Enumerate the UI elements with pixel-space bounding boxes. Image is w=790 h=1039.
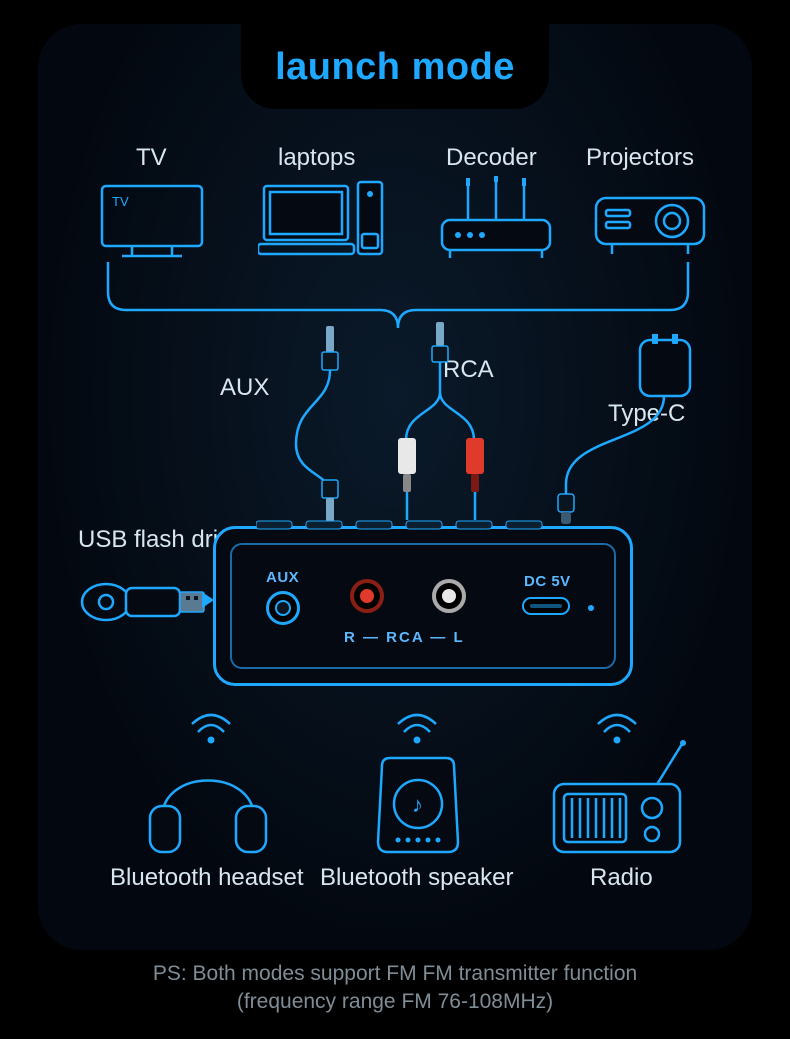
wifi-icon-1 [186,710,236,746]
svg-text:♪: ♪ [412,792,423,817]
rca-cable-icon [378,320,508,528]
laptop-icon [258,180,388,262]
device-aux-port [266,591,300,625]
label-tv: TV [136,144,167,172]
label-aux: AUX [220,374,269,402]
label-projectors: Projectors [586,144,694,172]
footer-note: PS: Both modes support FM FM transmitter… [0,960,790,1017]
label-laptops: laptops [278,144,355,172]
radio-icon [546,736,696,860]
diagram-stage: TV laptops Decoder Projectors TV [38,24,752,950]
headset-icon [138,748,278,858]
main-panel: launch mode TV laptops Decoder Projector… [38,24,752,950]
footer-line2: (frequency range FM 76-108MHz) [0,988,790,1016]
device-rca-l-port [432,579,466,613]
usb-drive-icon [78,574,218,630]
transmitter-device: AUX R — RCA — L DC 5V [213,526,633,686]
wifi-icon-2 [392,710,442,746]
device-usbc-port [522,597,570,615]
device-top-buttons [256,519,576,531]
device-dc-label: DC 5V [524,573,571,590]
device-aux-label: AUX [266,569,299,586]
aux-cable-icon [286,324,376,524]
decoder-icon [436,176,556,262]
label-radio: Radio [590,864,653,892]
label-speaker: Bluetooth speaker [320,864,513,892]
device-rca-label: R — RCA — L [344,629,465,646]
tv-icon: TV [98,182,208,260]
projector-icon [590,188,710,262]
tv-badge-text: TV [112,194,129,209]
label-decoder: Decoder [446,144,537,172]
device-rca-r-port [350,579,384,613]
label-headset: Bluetooth headset [110,864,304,892]
footer-line1: PS: Both modes support FM FM transmitter… [0,960,790,988]
speaker-icon: ♪ [368,750,468,860]
typec-charger-icon [536,334,706,526]
device-led [588,605,594,611]
